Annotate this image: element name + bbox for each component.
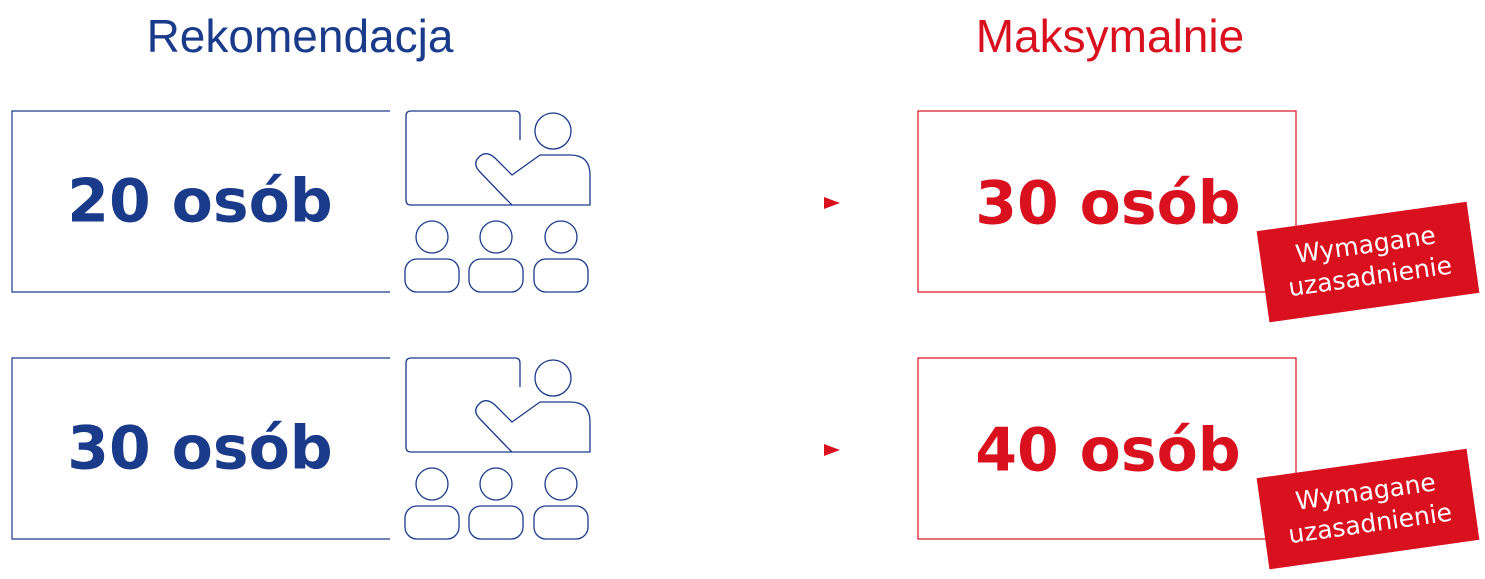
- audience-head: [544, 467, 578, 501]
- presentation-icon: [404, 357, 591, 540]
- board: [405, 110, 521, 206]
- audience-body: [468, 505, 524, 540]
- maximum-box: [917, 110, 1297, 293]
- arrow-head: [824, 197, 840, 209]
- recommended-value: 30 osób: [67, 414, 333, 484]
- arrow-head: [824, 444, 840, 456]
- maximum-value: 30 osób: [975, 169, 1241, 239]
- audience-head: [415, 220, 449, 254]
- audience-head: [479, 467, 513, 501]
- header-left: Rekomendacja: [147, 10, 454, 62]
- badge-bg: [1256, 201, 1480, 323]
- presentation-icon: [404, 110, 591, 293]
- header-right: Maksymalnie: [976, 10, 1244, 62]
- presenter-body: [475, 153, 591, 206]
- audience-head: [544, 220, 578, 254]
- recommended-box: [11, 110, 390, 293]
- audience-body: [404, 505, 460, 540]
- presenter-head: [534, 112, 572, 150]
- audience-head: [415, 467, 449, 501]
- audience-body: [533, 258, 589, 293]
- audience-body: [533, 505, 589, 540]
- board: [405, 357, 521, 453]
- audience-body: [468, 258, 524, 293]
- presenter-head: [534, 359, 572, 397]
- recommended-value: 20 osób: [67, 167, 333, 237]
- audience-head: [479, 220, 513, 254]
- recommended-box: [11, 357, 390, 540]
- maximum-box: [917, 357, 1297, 540]
- audience-body: [404, 258, 460, 293]
- presenter-body: [475, 400, 591, 453]
- badge-bg: [1256, 448, 1480, 570]
- maximum-value: 40 osób: [975, 416, 1241, 486]
